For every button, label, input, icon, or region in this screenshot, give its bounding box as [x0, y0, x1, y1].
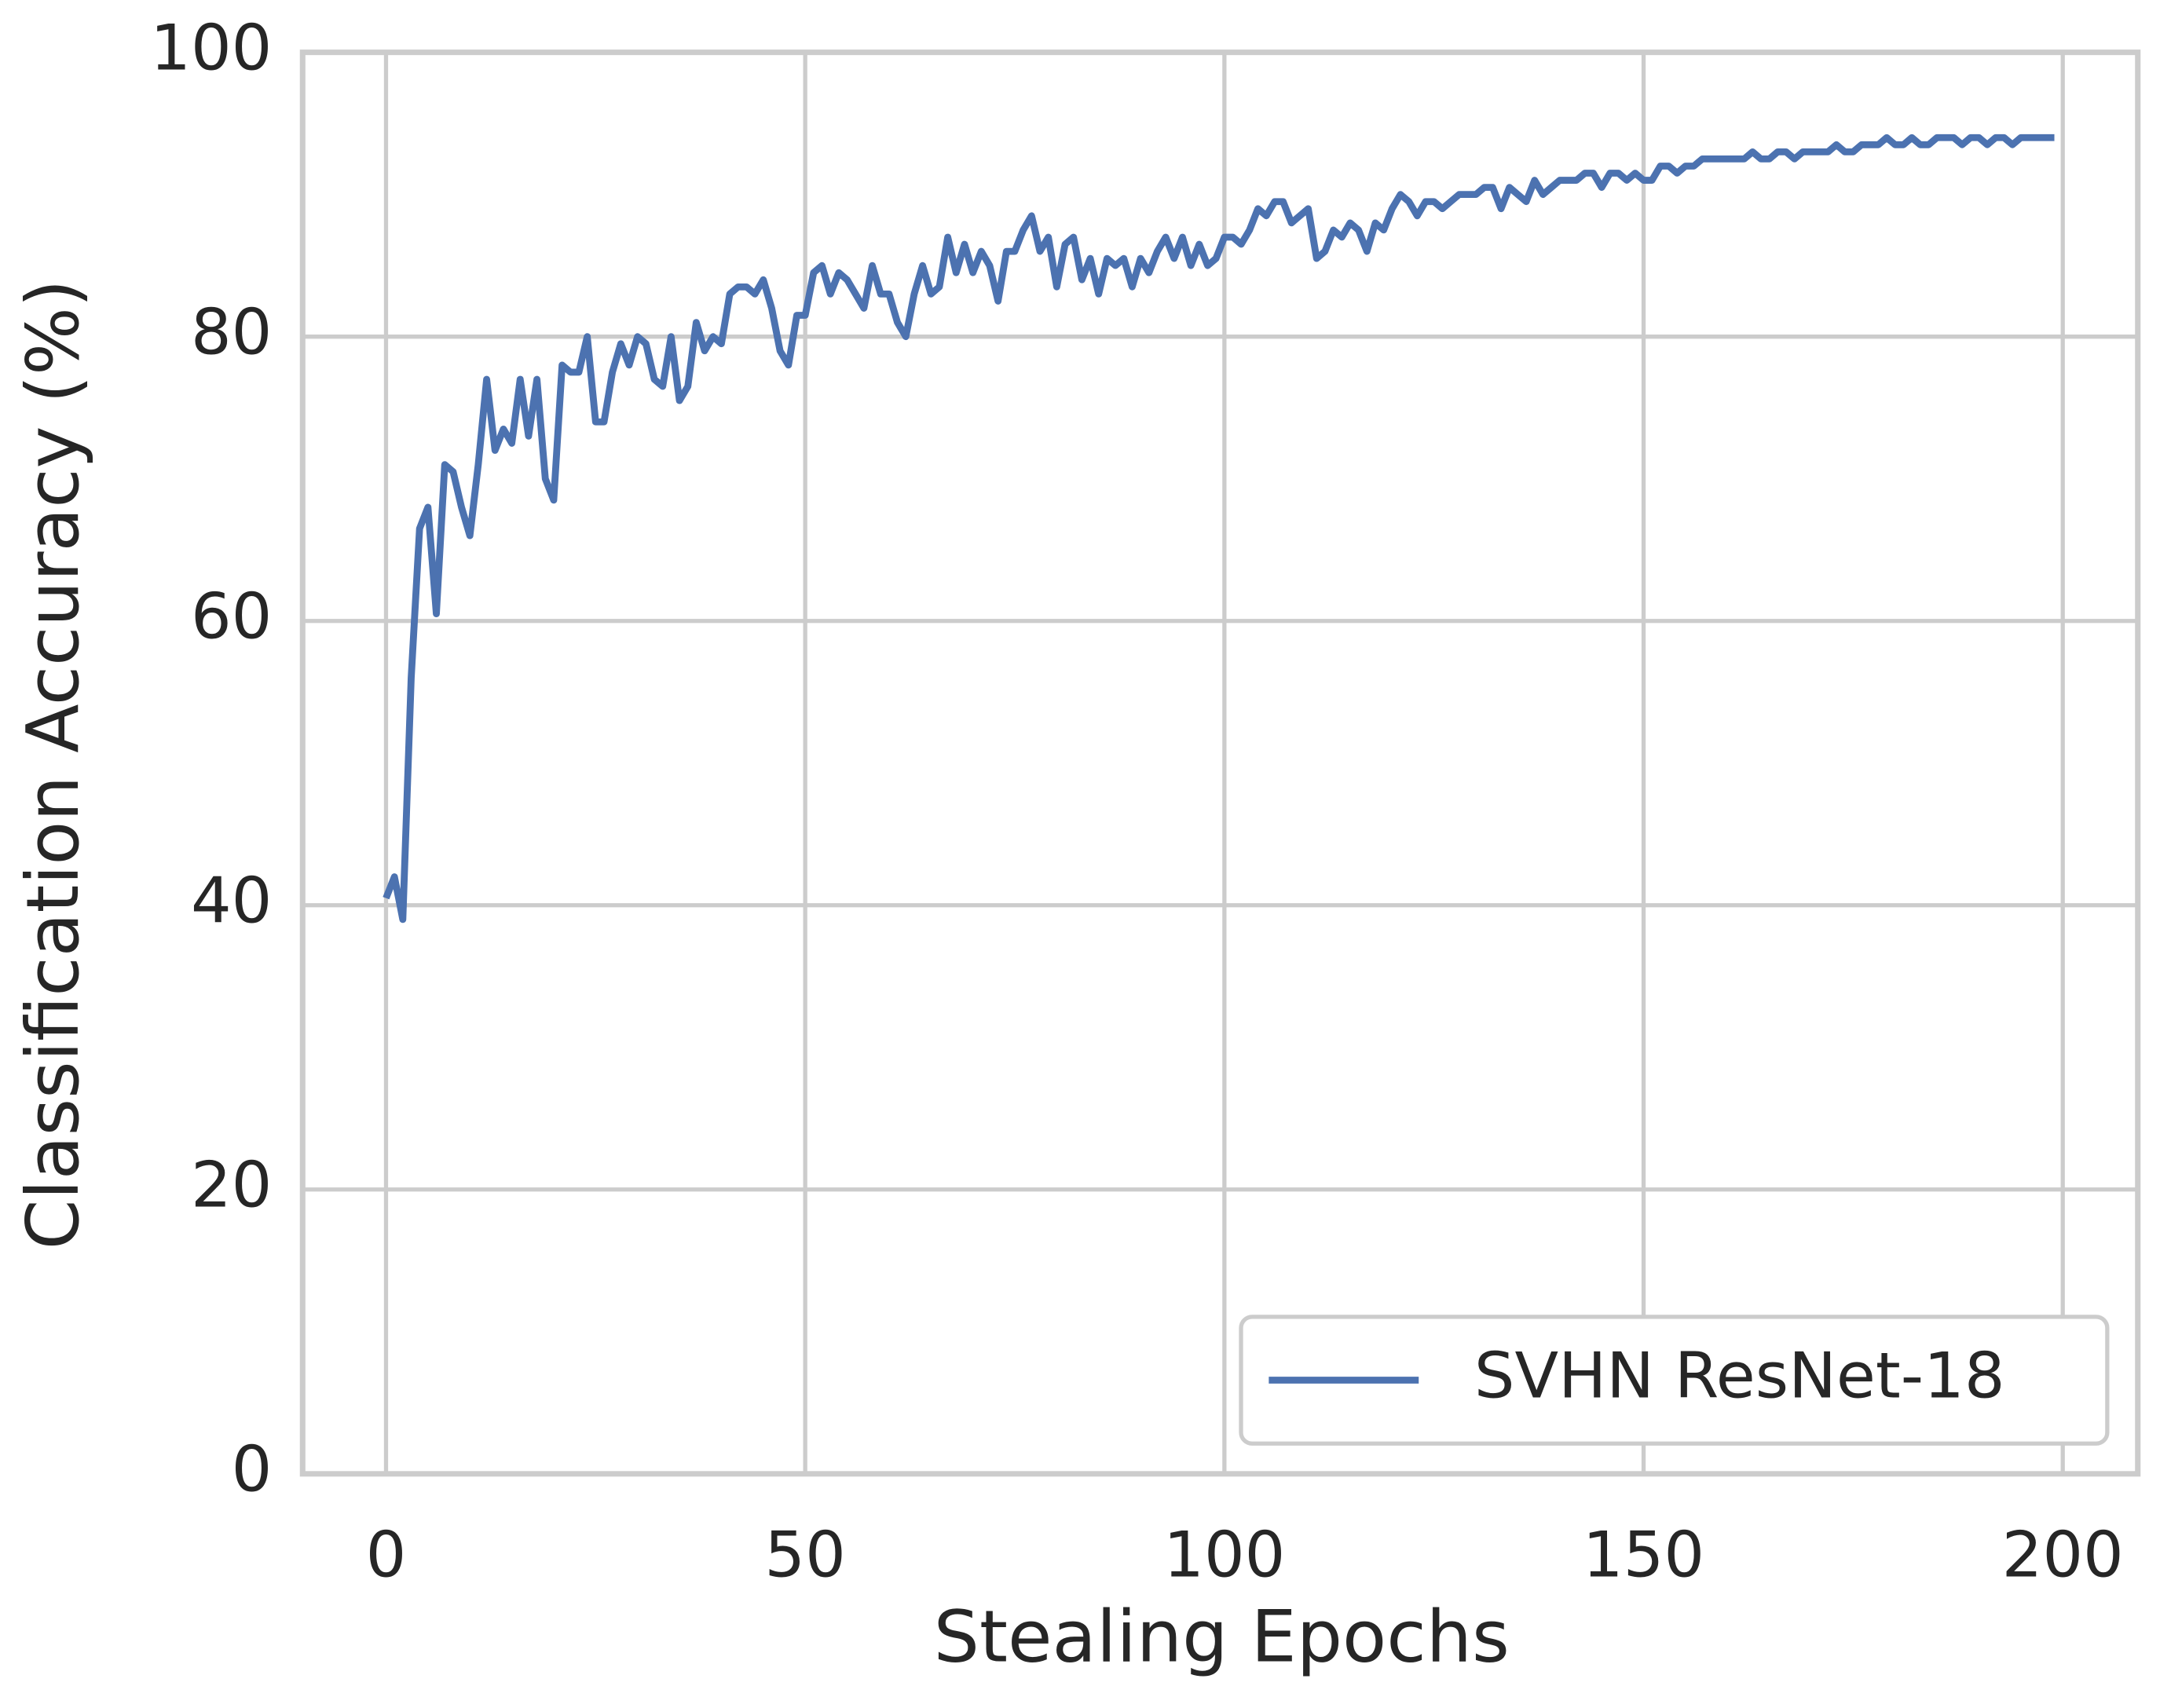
- legend-box: [1239, 1315, 2110, 1446]
- data-line: [383, 133, 2055, 923]
- y-tick-label: 40: [191, 865, 272, 938]
- plot-frame: [299, 49, 2141, 1477]
- y-tick-label: 0: [232, 1433, 273, 1507]
- x-tick-label: 0: [366, 1519, 407, 1593]
- x-tick-label: 150: [1583, 1519, 1704, 1593]
- y-tick-label: 80: [191, 296, 272, 370]
- x-axis-label: Stealing Epochs: [934, 1595, 1510, 1679]
- y-tick-label: 20: [191, 1149, 272, 1223]
- legend: SVHN ResNet-18: [1239, 1315, 2110, 1446]
- x-tick-label: 100: [1163, 1519, 1285, 1593]
- legend-label: SVHN ResNet-18: [1474, 1340, 2005, 1414]
- x-tick-label: 200: [2002, 1519, 2124, 1593]
- y-tick-label: 100: [150, 12, 272, 86]
- y-axis-label: Classification Accuracy (%): [11, 280, 95, 1250]
- y-tick-label: 60: [191, 580, 272, 654]
- x-tick-label: 50: [764, 1519, 845, 1593]
